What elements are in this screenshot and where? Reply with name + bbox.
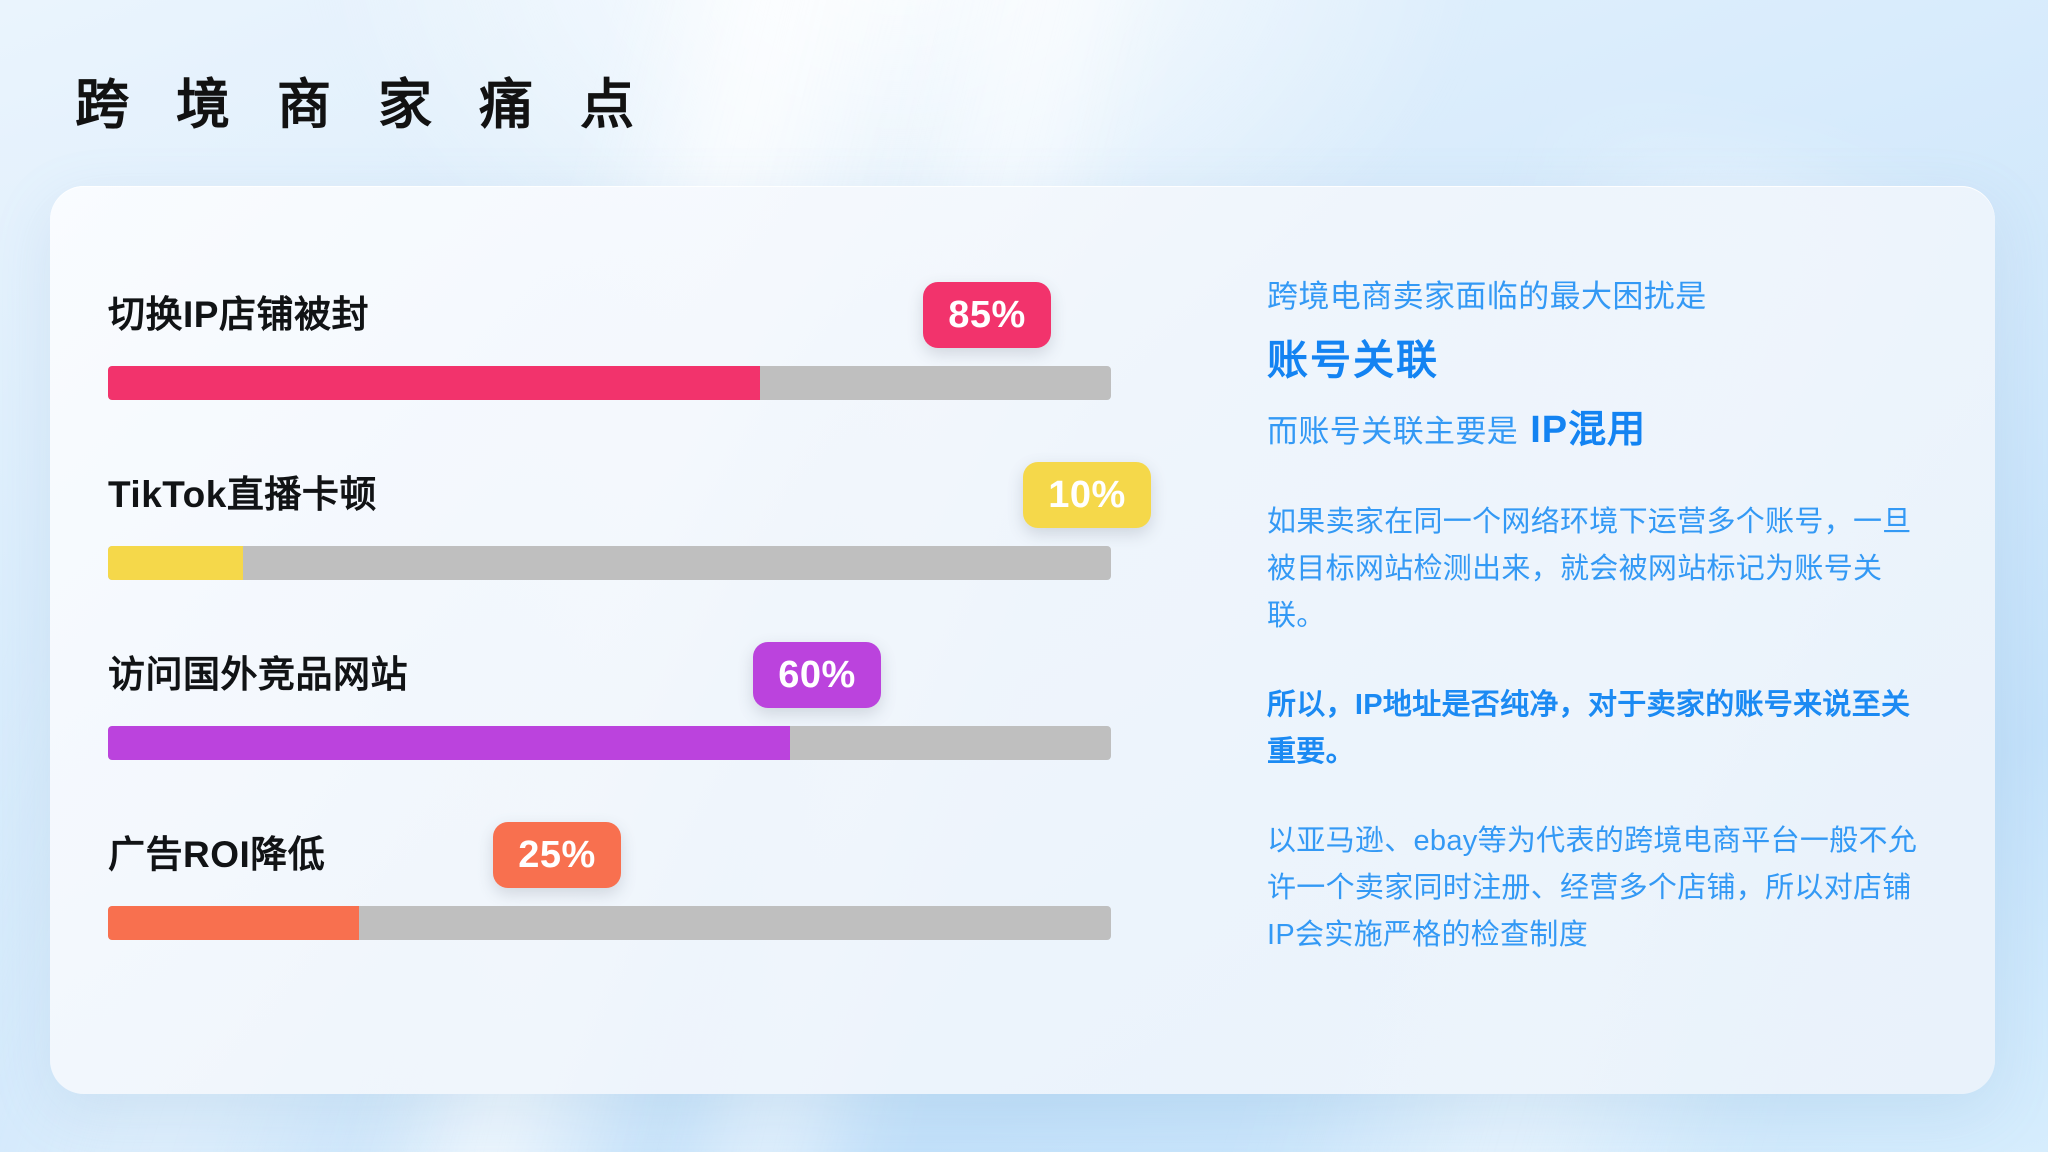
lead-line-secondary: 而账号关联主要是 IP混用 bbox=[1267, 404, 1939, 457]
bar-fill bbox=[108, 726, 791, 760]
explanation-panel: 跨境电商卖家面临的最大困扰是 账号关联 而账号关联主要是 IP混用 如果卖家在同一… bbox=[1205, 186, 1995, 1094]
bar-row: 访问国外竞品网站 60% bbox=[108, 638, 1205, 760]
bar-track bbox=[108, 726, 1111, 760]
bar-value-badge: 60% bbox=[753, 642, 881, 708]
paragraph: 如果卖家在同一个网络环境下运营多个账号，一旦被目标网站检测出来，就会被网站标记为… bbox=[1267, 506, 1912, 633]
bar-value-badge: 10% bbox=[1023, 462, 1151, 528]
paragraph: 所以，IP地址是否纯净，对于卖家的账号来说至关重要。 bbox=[1267, 689, 1911, 768]
bar-track bbox=[108, 366, 1111, 400]
content-card: 切换IP店铺被封 85% TikTok直播卡顿 10% 访问国外竞品网站 60% bbox=[50, 186, 1995, 1094]
bar-label: 访问国外竞品网站 bbox=[108, 653, 408, 695]
bar-header: 广告ROI降低 25% bbox=[108, 818, 1205, 890]
lead-line-secondary-prefix: 而账号关联主要是 bbox=[1267, 413, 1519, 449]
bar-label: 广告ROI降低 bbox=[108, 833, 326, 875]
bar-fill bbox=[108, 546, 244, 580]
bar-fill bbox=[108, 906, 359, 940]
bar-row: 广告ROI降低 25% bbox=[108, 818, 1205, 940]
bar-label: TikTok直播卡顿 bbox=[108, 473, 377, 515]
bar-label: 切换IP店铺被封 bbox=[108, 293, 369, 335]
keyword-ip-mixing: IP混用 bbox=[1530, 408, 1647, 451]
bar-chart: 切换IP店铺被封 85% TikTok直播卡顿 10% 访问国外竞品网站 60% bbox=[50, 186, 1205, 1094]
lead-line: 跨境电商卖家面临的最大困扰是 bbox=[1267, 279, 1707, 314]
bar-track bbox=[108, 906, 1111, 940]
bar-value-badge: 85% bbox=[923, 282, 1051, 348]
bar-fill bbox=[108, 366, 760, 400]
bar-header: 访问国外竞品网站 60% bbox=[108, 638, 1205, 710]
page-title: 跨 境 商 家 痛 点 bbox=[75, 75, 651, 135]
bar-row: TikTok直播卡顿 10% bbox=[108, 458, 1205, 580]
keyword-account-association: 账号关联 bbox=[1267, 336, 1439, 383]
bar-track bbox=[108, 546, 1111, 580]
bar-row: 切换IP店铺被封 85% bbox=[108, 278, 1205, 400]
bar-value-badge: 25% bbox=[493, 822, 621, 888]
bar-header: 切换IP店铺被封 85% bbox=[108, 278, 1205, 350]
bar-header: TikTok直播卡顿 10% bbox=[108, 458, 1205, 530]
paragraph: 以亚马逊、ebay等为代表的跨境电商平台一般不允许一个卖家同时注册、经营多个店铺… bbox=[1267, 824, 1918, 951]
